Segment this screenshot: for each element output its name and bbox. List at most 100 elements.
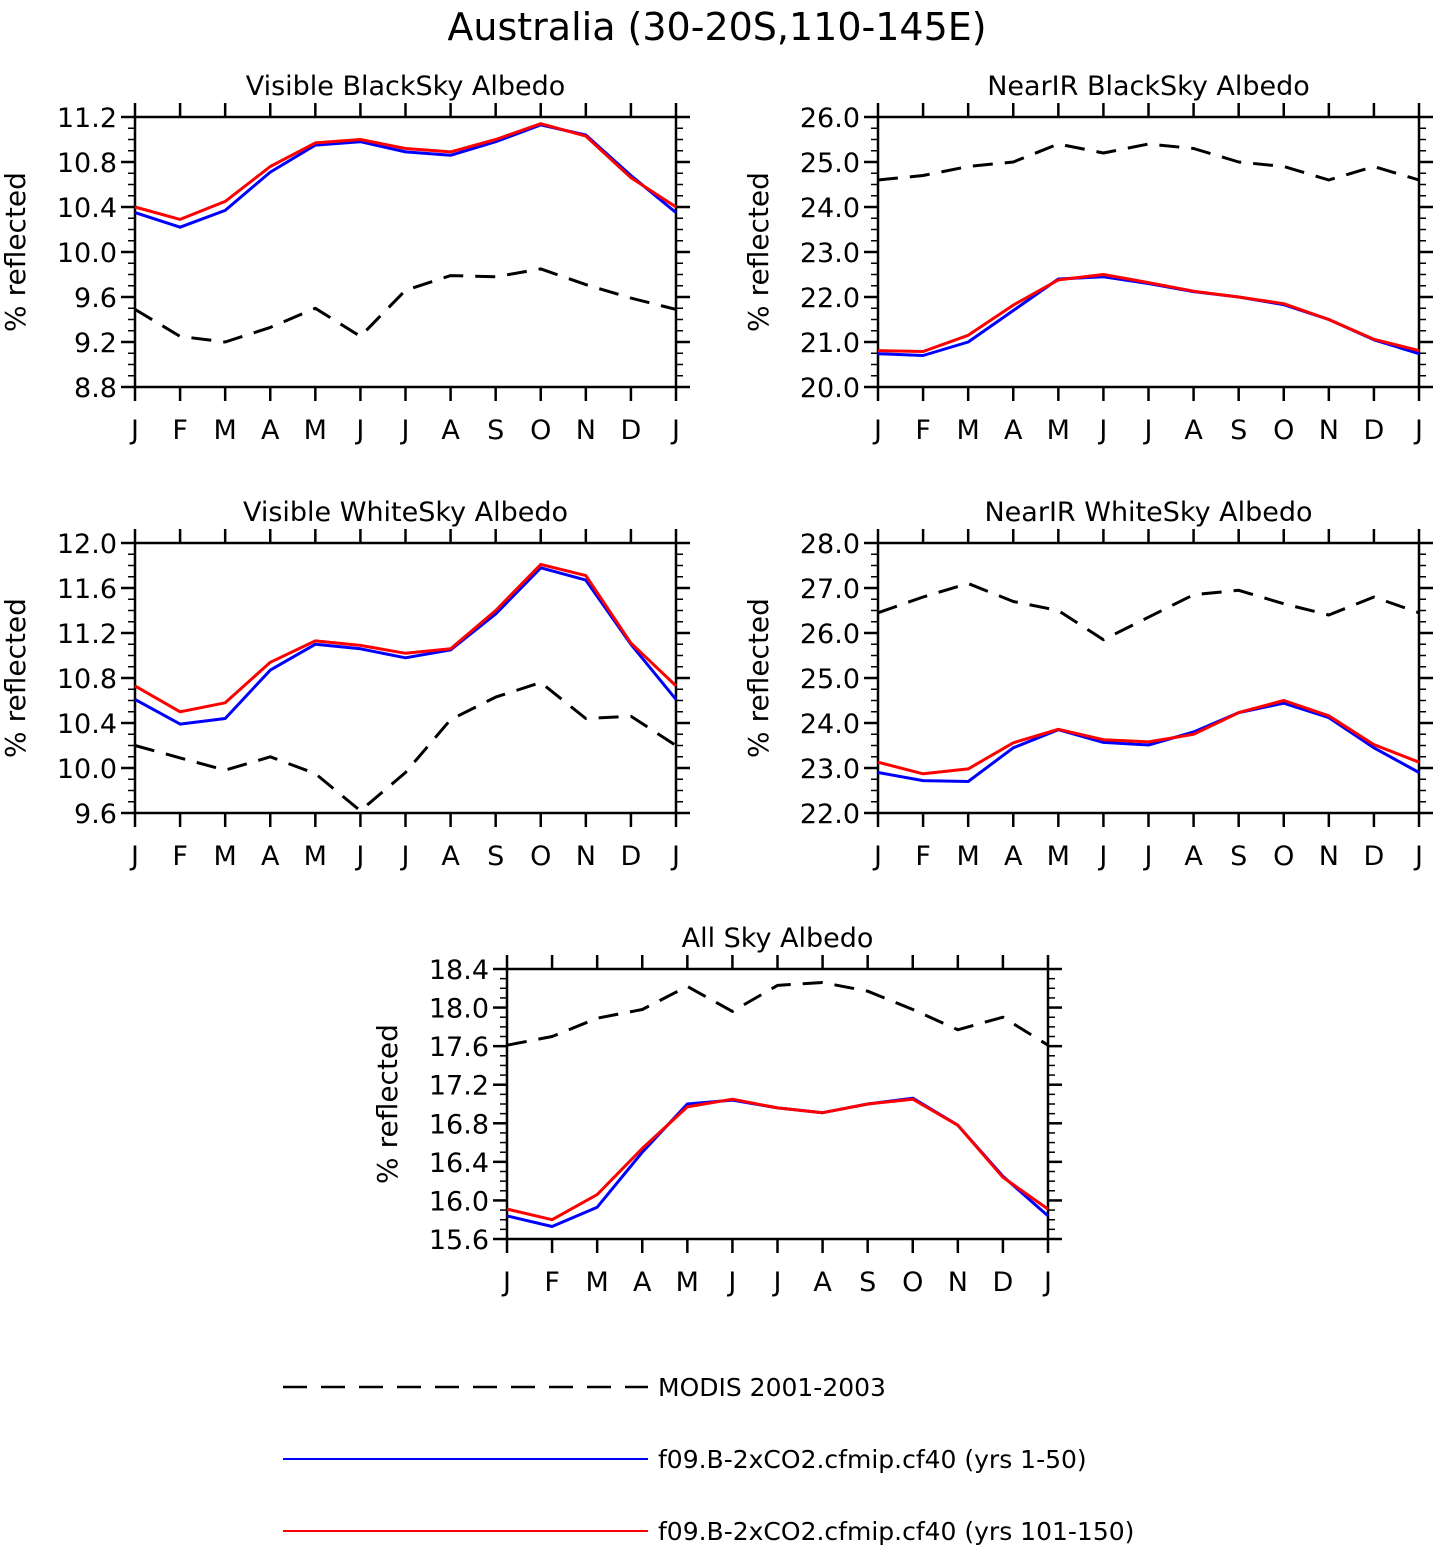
x-tick-label: J: [1097, 415, 1107, 446]
x-tick-label: O: [902, 1267, 923, 1298]
x-tick-label: D: [1364, 415, 1385, 446]
y-tick-label: 22.0: [800, 799, 860, 830]
y-axis-label: % reflected: [0, 598, 32, 758]
x-tick-label: N: [576, 841, 596, 872]
x-tick-label: A: [1184, 415, 1203, 446]
chart-title: NearIR WhiteSky Albedo: [984, 497, 1312, 528]
legend-label-modis: MODIS 2001-2003: [658, 1373, 886, 1402]
series-line-run1: [134, 566, 678, 726]
y-tick-label: 27.0: [800, 574, 860, 605]
series-line-run1: [134, 123, 677, 229]
y-tick-label: 9.6: [74, 799, 117, 830]
y-axis-label: % reflected: [742, 598, 775, 758]
x-tick-label: J: [354, 841, 364, 872]
chart-title: NearIR BlackSky Albedo: [987, 71, 1310, 102]
x-tick-label: J: [129, 841, 139, 872]
x-tick-label: A: [261, 415, 280, 446]
x-tick-label: J: [1413, 415, 1423, 446]
series-line-run2: [134, 122, 677, 221]
x-tick-label: F: [172, 415, 188, 446]
y-tick-label: 20.0: [800, 373, 860, 404]
y-axis-label: % reflected: [371, 1024, 404, 1184]
y-tick-label: 11.2: [57, 619, 117, 650]
y-tick-label: 24.0: [800, 193, 860, 224]
y-tick-label: 10.8: [57, 664, 117, 695]
x-tick-label: A: [1004, 415, 1023, 446]
y-tick-label: 24.0: [800, 709, 860, 740]
x-tick-label: J: [1413, 841, 1423, 872]
y-tick-label: 17.2: [429, 1071, 489, 1102]
y-tick-label: 10.4: [57, 709, 117, 740]
series-line-modis: [877, 582, 1420, 642]
y-tick-label: 23.0: [800, 238, 860, 269]
y-tick-label: 18.0: [429, 994, 489, 1025]
x-tick-label: A: [813, 1267, 832, 1298]
x-tick-label: N: [948, 1267, 968, 1298]
legend-label-run1: f09.B-2xCO2.cfmip.cf40 (yrs 1-50): [658, 1445, 1087, 1474]
chart-title: Visible BlackSky Albedo: [246, 71, 566, 102]
chart-panel: J F M A M J J A S O N D J9.610.010.410.811.211.612.0…: [0, 497, 690, 872]
x-tick-label: J: [872, 415, 882, 446]
series-line-run2: [877, 699, 1420, 776]
x-tick-label: J: [872, 841, 882, 872]
y-tick-label: 15.6: [429, 1225, 489, 1256]
x-tick-label: J: [726, 1267, 736, 1298]
series-line-run1: [506, 1096, 1049, 1228]
y-tick-label: 10.8: [57, 148, 117, 179]
series-line-run1: [877, 275, 1420, 357]
x-tick-label: S: [1230, 841, 1247, 872]
y-tick-label: 26.0: [800, 619, 860, 650]
y-tick-label: 16.0: [429, 1186, 489, 1217]
y-tick-label: 10.0: [57, 238, 117, 269]
x-tick-label: J: [1042, 1267, 1052, 1298]
chart-panels: J F M A M J J A S O N D J8.89.29.610.010.410.811.2Vi…: [0, 71, 1433, 1298]
y-tick-label: 28.0: [800, 529, 860, 560]
y-tick-label: 25.0: [800, 148, 860, 179]
x-tick-label: F: [915, 841, 931, 872]
x-tick-label: J: [1143, 841, 1153, 872]
y-tick-label: 17.6: [429, 1032, 489, 1063]
x-tick-label: F: [172, 841, 188, 872]
x-tick-label: J: [129, 415, 139, 446]
y-tick-label: 23.0: [800, 754, 860, 785]
plot-frame: [876, 115, 1421, 389]
x-tick-label: O: [530, 841, 551, 872]
series-line-run2: [506, 1097, 1049, 1222]
x-tick-label: S: [487, 841, 504, 872]
x-tick-label: O: [1273, 841, 1294, 872]
x-tick-label: N: [576, 415, 596, 446]
y-tick-label: 9.6: [74, 283, 117, 314]
x-tick-label: A: [441, 415, 460, 446]
y-tick-label: 18.4: [429, 955, 489, 986]
y-tick-label: 10.0: [57, 754, 117, 785]
x-tick-label: D: [1364, 841, 1385, 872]
y-tick-label: 11.2: [57, 103, 117, 134]
y-tick-label: 16.8: [429, 1109, 489, 1140]
x-tick-label: M: [304, 841, 327, 872]
x-tick-label: A: [1184, 841, 1203, 872]
x-tick-label: F: [915, 415, 931, 446]
series-line-run1: [877, 701, 1420, 783]
x-tick-label: J: [670, 841, 680, 872]
y-tick-label: 16.4: [429, 1148, 489, 1179]
series-line-run2: [877, 273, 1420, 353]
x-tick-label: J: [400, 841, 410, 872]
legend: MODIS 2001-2003 f09.B-2xCO2.cfmip.cf40 (y…: [283, 1373, 1134, 1546]
x-tick-label: J: [670, 415, 680, 446]
x-tick-label: N: [1319, 841, 1339, 872]
x-tick-label: A: [261, 841, 280, 872]
x-tick-label: A: [633, 1267, 652, 1298]
x-tick-label: A: [1004, 841, 1023, 872]
x-tick-label: D: [621, 841, 642, 872]
x-tick-label: O: [530, 415, 551, 446]
series-line-modis: [877, 142, 1420, 182]
y-tick-label: 26.0: [800, 103, 860, 134]
x-tick-label: M: [304, 415, 327, 446]
x-tick-label: M: [586, 1267, 609, 1298]
chart-panel: J F M A M J J A S O N D J15.616.016.416.817.217.618.…: [371, 923, 1062, 1298]
x-tick-label: J: [501, 1267, 511, 1298]
y-tick-label: 25.0: [800, 664, 860, 695]
x-tick-label: F: [544, 1267, 560, 1298]
figure-title: Australia (30-20S,110-145E): [447, 5, 986, 49]
